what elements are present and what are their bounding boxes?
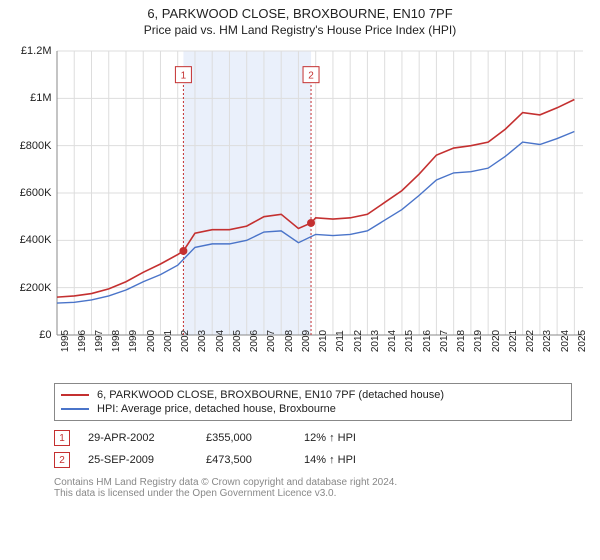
legend-swatch — [61, 408, 89, 410]
footer-line-2: This data is licensed under the Open Gov… — [54, 488, 572, 499]
x-tick-label: 2019 — [473, 330, 484, 352]
x-tick-label: 2002 — [180, 330, 191, 352]
x-tick-label: 2010 — [318, 330, 329, 352]
x-tick-label: 2009 — [301, 330, 312, 352]
x-tick-label: 2014 — [387, 330, 398, 352]
x-tick-label: 2015 — [404, 330, 415, 352]
x-tick-label: 1997 — [94, 330, 105, 352]
svg-text:2: 2 — [308, 71, 314, 82]
y-tick-label: £600K — [20, 187, 52, 199]
x-tick-label: 2007 — [266, 330, 277, 352]
x-tick-label: 2011 — [335, 330, 346, 352]
page-subtitle: Price paid vs. HM Land Registry's House … — [10, 23, 590, 37]
events-table: 1 29-APR-2002 £355,000 12% ↑ HPI 2 25-SEP-200… — [54, 427, 572, 471]
x-tick-label: 2004 — [215, 330, 226, 352]
event-price: £355,000 — [206, 432, 286, 444]
legend-swatch — [61, 394, 89, 396]
y-tick-label: £800K — [20, 140, 52, 152]
event-delta: 14% ↑ HPI — [304, 454, 356, 466]
x-tick-label: 2022 — [525, 330, 536, 352]
legend-item: HPI: Average price, detached house, Brox… — [61, 402, 565, 416]
x-tick-label: 1995 — [60, 330, 71, 352]
x-tick-label: 2020 — [491, 330, 502, 352]
y-tick-label: £1M — [30, 92, 51, 104]
y-tick-label: £1.2M — [21, 45, 52, 57]
x-tick-label: 2006 — [249, 330, 260, 352]
x-tick-label: 2021 — [508, 330, 519, 352]
x-tick-label: 2017 — [439, 330, 450, 352]
event-badge: 2 — [54, 452, 70, 468]
svg-text:1: 1 — [180, 71, 186, 82]
x-tick-label: 1998 — [111, 330, 122, 352]
x-tick-label: 2018 — [456, 330, 467, 352]
event-delta: 12% ↑ HPI — [304, 432, 356, 444]
event-date: 29-APR-2002 — [88, 432, 188, 444]
legend: 6, PARKWOOD CLOSE, BROXBOURNE, EN10 7PF … — [54, 383, 572, 421]
x-tick-label: 1996 — [77, 330, 88, 352]
event-date: 25-SEP-2009 — [88, 454, 188, 466]
event-row: 2 25-SEP-2009 £473,500 14% ↑ HPI — [54, 449, 572, 471]
x-tick-label: 2008 — [284, 330, 295, 352]
x-tick-label: 2013 — [370, 330, 381, 352]
x-tick-label: 2025 — [577, 330, 588, 352]
price-chart: 1 2 £0 £200K £400K £600K £800K £1M £1.2M 1995 199… — [13, 43, 588, 373]
x-tick-label: 2003 — [197, 330, 208, 352]
page-title: 6, PARKWOOD CLOSE, BROXBOURNE, EN10 7PF — [10, 6, 590, 21]
y-tick-label: £400K — [20, 234, 52, 246]
x-tick-label: 2001 — [163, 330, 174, 352]
footer-line-1: Contains HM Land Registry data © Crown c… — [54, 477, 572, 488]
x-tick-label: 2012 — [353, 330, 364, 352]
y-tick-label: £0 — [39, 329, 51, 341]
legend-label: HPI: Average price, detached house, Brox… — [97, 403, 336, 415]
event-badge: 1 — [54, 430, 70, 446]
x-tick-label: 2000 — [146, 330, 157, 352]
legend-label: 6, PARKWOOD CLOSE, BROXBOURNE, EN10 7PF … — [97, 389, 444, 401]
event-price: £473,500 — [206, 454, 286, 466]
event-row: 1 29-APR-2002 £355,000 12% ↑ HPI — [54, 427, 572, 449]
x-tick-label: 2005 — [232, 330, 243, 352]
x-tick-label: 2024 — [560, 330, 571, 352]
x-tick-label: 1999 — [128, 330, 139, 352]
x-tick-label: 2023 — [542, 330, 553, 352]
footer-attribution: Contains HM Land Registry data © Crown c… — [54, 477, 572, 499]
y-tick-label: £200K — [20, 282, 52, 294]
legend-item: 6, PARKWOOD CLOSE, BROXBOURNE, EN10 7PF … — [61, 388, 565, 402]
x-tick-label: 2016 — [422, 330, 433, 352]
